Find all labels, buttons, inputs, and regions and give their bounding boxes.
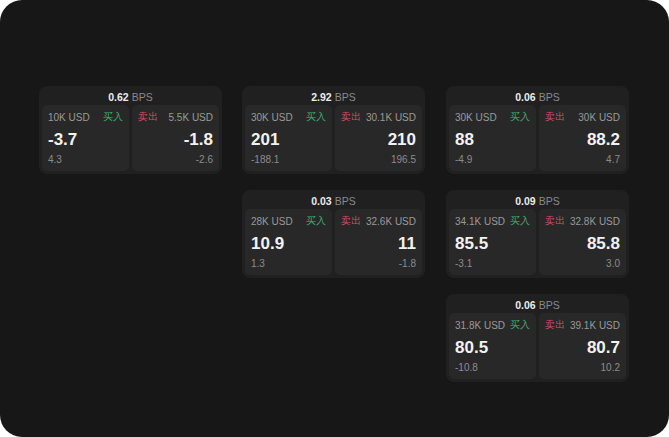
buy-amount: 31.8K USD <box>455 320 505 331</box>
buy-side-label: 买入 <box>510 110 530 124</box>
quote-body: 34.1K USD 买入 85.5 -3.1 卖出 32.8K USD 85.8… <box>446 209 629 278</box>
buy-sub-value: -3.1 <box>455 258 530 269</box>
sell-main-value: 210 <box>341 131 416 148</box>
sell-amount: 32.8K USD <box>570 216 620 227</box>
buy-amount: 34.1K USD <box>455 216 505 227</box>
quote-card[interactable]: 0.03 BPS 28K USD 买入 10.9 1.3 卖出 32.6K US… <box>242 190 425 278</box>
sell-panel[interactable]: 卖出 32.8K USD 85.8 3.0 <box>539 209 626 275</box>
sell-sub-value: -1.8 <box>341 258 416 269</box>
quote-card[interactable]: 0.06 BPS 30K USD 买入 88 -4.9 卖出 30K USD 8… <box>446 86 629 174</box>
buy-side-label: 买入 <box>103 110 123 124</box>
bps-label: BPS <box>132 91 153 103</box>
bps-label: BPS <box>539 195 560 207</box>
sell-main-value: 80.7 <box>545 339 620 356</box>
quote-body: 30K USD 买入 88 -4.9 卖出 30K USD 88.2 4.7 <box>446 105 629 174</box>
sell-amount: 32.6K USD <box>366 216 416 227</box>
sell-sub-value: 196.5 <box>341 154 416 165</box>
bps-value: 2.92 <box>311 91 331 103</box>
buy-panel[interactable]: 34.1K USD 买入 85.5 -3.1 <box>449 209 536 275</box>
sell-side-label: 卖出 <box>545 318 565 332</box>
buy-main-value: 201 <box>251 131 326 148</box>
buy-main-value: -3.7 <box>48 131 123 148</box>
buy-main-value: 85.5 <box>455 235 530 252</box>
buy-panel[interactable]: 28K USD 买入 10.9 1.3 <box>245 209 332 275</box>
buy-sub-value: -188.1 <box>251 154 326 165</box>
buy-main-value: 10.9 <box>251 235 326 252</box>
bps-label: BPS <box>539 299 560 311</box>
quote-card[interactable]: 0.09 BPS 34.1K USD 买入 85.5 -3.1 卖出 32.8K… <box>446 190 629 278</box>
bps-label: BPS <box>335 91 356 103</box>
bps-value: 0.06 <box>515 91 535 103</box>
sell-sub-value: 3.0 <box>545 258 620 269</box>
sell-panel[interactable]: 卖出 32.6K USD 11 -1.8 <box>335 209 422 275</box>
sell-amount: 5.5K USD <box>169 112 213 123</box>
buy-side-label: 买入 <box>510 318 530 332</box>
buy-amount: 30K USD <box>455 112 497 123</box>
quote-body: 10K USD 买入 -3.7 4.3 卖出 5.5K USD -1.8 -2.… <box>39 105 222 174</box>
bps-value: 0.09 <box>515 195 535 207</box>
sell-main-value: 11 <box>341 235 416 252</box>
sell-side-label: 卖出 <box>545 214 565 228</box>
buy-sub-value: -4.9 <box>455 154 530 165</box>
buy-panel[interactable]: 30K USD 买入 88 -4.9 <box>449 105 536 171</box>
sell-main-value: 88.2 <box>545 131 620 148</box>
buy-amount: 30K USD <box>251 112 293 123</box>
buy-sub-value: -10.8 <box>455 362 530 373</box>
bps-value: 0.03 <box>311 195 331 207</box>
bps-header: 0.09 BPS <box>446 190 629 209</box>
buy-side-label: 买入 <box>510 214 530 228</box>
buy-panel[interactable]: 10K USD 买入 -3.7 4.3 <box>42 105 129 171</box>
bps-header: 2.92 BPS <box>242 86 425 105</box>
sell-side-label: 卖出 <box>138 110 158 124</box>
buy-panel[interactable]: 30K USD 买入 201 -188.1 <box>245 105 332 171</box>
buy-amount: 10K USD <box>48 112 90 123</box>
quote-body: 30K USD 买入 201 -188.1 卖出 30.1K USD 210 1… <box>242 105 425 174</box>
quote-card[interactable]: 0.62 BPS 10K USD 买入 -3.7 4.3 卖出 5.5K USD… <box>39 86 222 174</box>
sell-panel[interactable]: 卖出 30K USD 88.2 4.7 <box>539 105 626 171</box>
buy-amount: 28K USD <box>251 216 293 227</box>
buy-panel[interactable]: 31.8K USD 买入 80.5 -10.8 <box>449 313 536 379</box>
quotes-dashboard: 0.62 BPS 10K USD 买入 -3.7 4.3 卖出 5.5K USD… <box>0 0 669 437</box>
sell-amount: 30.1K USD <box>366 112 416 123</box>
sell-panel[interactable]: 卖出 30.1K USD 210 196.5 <box>335 105 422 171</box>
bps-header: 0.62 BPS <box>39 86 222 105</box>
sell-sub-value: -2.6 <box>138 154 213 165</box>
buy-side-label: 买入 <box>306 214 326 228</box>
buy-sub-value: 1.3 <box>251 258 326 269</box>
sell-amount: 30K USD <box>578 112 620 123</box>
bps-label: BPS <box>335 195 356 207</box>
quote-card[interactable]: 2.92 BPS 30K USD 买入 201 -188.1 卖出 30.1K … <box>242 86 425 174</box>
buy-main-value: 80.5 <box>455 339 530 356</box>
sell-side-label: 卖出 <box>341 110 361 124</box>
bps-header: 0.06 BPS <box>446 86 629 105</box>
quote-card[interactable]: 0.06 BPS 31.8K USD 买入 80.5 -10.8 卖出 39.1… <box>446 294 629 382</box>
quote-body: 28K USD 买入 10.9 1.3 卖出 32.6K USD 11 -1.8 <box>242 209 425 278</box>
bps-value: 0.62 <box>108 91 128 103</box>
sell-sub-value: 10.2 <box>545 362 620 373</box>
sell-side-label: 卖出 <box>341 214 361 228</box>
bps-label: BPS <box>539 91 560 103</box>
bps-header: 0.03 BPS <box>242 190 425 209</box>
buy-main-value: 88 <box>455 131 530 148</box>
sell-main-value: 85.8 <box>545 235 620 252</box>
buy-sub-value: 4.3 <box>48 154 123 165</box>
sell-side-label: 卖出 <box>545 110 565 124</box>
quote-body: 31.8K USD 买入 80.5 -10.8 卖出 39.1K USD 80.… <box>446 313 629 382</box>
buy-side-label: 买入 <box>306 110 326 124</box>
sell-amount: 39.1K USD <box>570 320 620 331</box>
sell-sub-value: 4.7 <box>545 154 620 165</box>
sell-panel[interactable]: 卖出 5.5K USD -1.8 -2.6 <box>132 105 219 171</box>
bps-header: 0.06 BPS <box>446 294 629 313</box>
bps-value: 0.06 <box>515 299 535 311</box>
sell-panel[interactable]: 卖出 39.1K USD 80.7 10.2 <box>539 313 626 379</box>
sell-main-value: -1.8 <box>138 131 213 148</box>
